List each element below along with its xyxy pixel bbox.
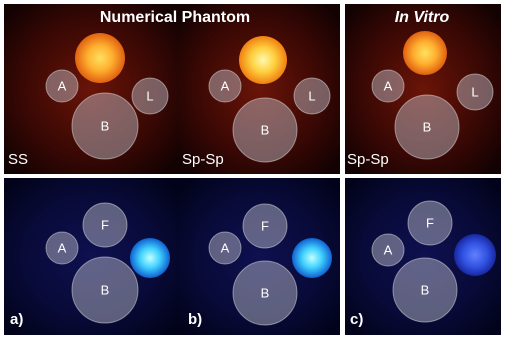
panel-label: c) [350,311,363,328]
region-label: L [146,88,153,103]
panel-label: SS [8,151,28,168]
bright-vial [292,238,332,278]
panel-label: b) [188,311,202,328]
bright-vial [403,31,447,75]
region-label: L [308,88,315,103]
region-label: A [221,78,230,93]
region-label: A [384,242,393,257]
image-panel: F A Bb) [178,178,340,335]
region-label: A [384,78,393,93]
image-panel: F A Bc) [345,178,501,335]
panel-label: Sp-Sp [347,151,389,168]
region-label: L [471,84,478,99]
image-panel: F A Ba) [4,178,178,335]
region-label: B [261,285,270,300]
bright-vial [239,36,287,84]
title: Numerical Phantom [100,9,250,26]
bright-vial [130,238,170,278]
region-label: A [58,240,67,255]
panel-label: Sp-Sp [182,151,224,168]
bright-vial [75,33,125,83]
figure: A L B SS A L B Sp-Sp A L B Sp-Sp F A Ba) F A Bb) F A Bc) Num… [0,0,505,339]
region-label: F [261,218,269,233]
panel-label: a) [10,311,23,328]
region-label: A [221,240,230,255]
region-label: F [101,217,109,232]
region-label: B [423,119,432,134]
region-label: B [101,118,110,133]
region-label: A [58,78,67,93]
image-panel: A L B Sp-Sp [178,4,340,174]
panels: A L B SS A L B Sp-Sp A L B Sp-Sp F A Ba) F A Bb) F A Bc) [4,4,501,335]
image-panel: A L B SS [4,4,178,174]
region-label: F [426,215,434,230]
region-label: B [421,282,430,297]
title-italic: In Vitro [395,9,450,26]
region-label: B [261,122,270,137]
region-label: B [101,282,110,297]
image-panel: A L B Sp-Sp [345,4,501,174]
bright-vial [454,234,496,276]
